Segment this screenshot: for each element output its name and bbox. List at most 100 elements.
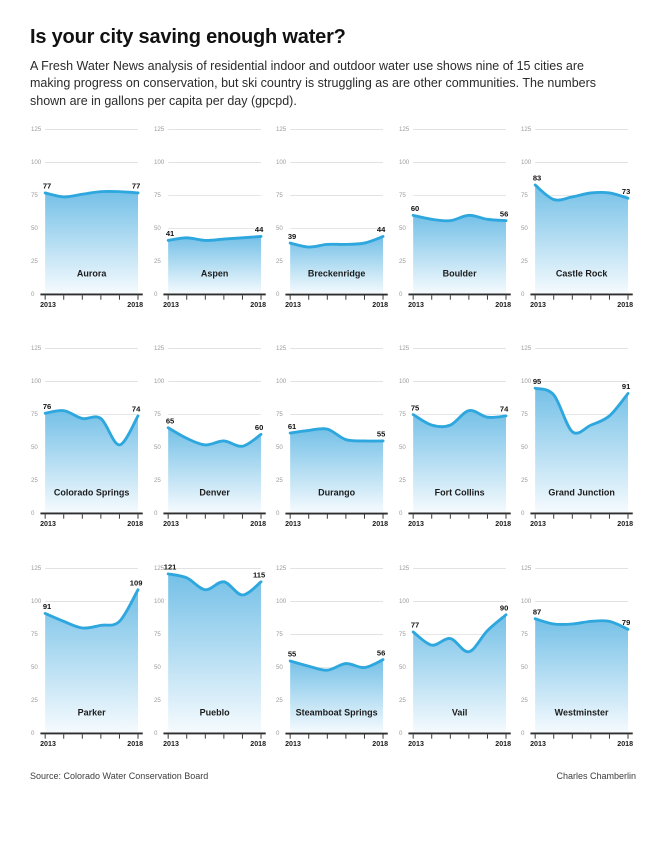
area-chart-durango: 0 25 50 75 100 125 Durango 2013 2018 61 55 xyxy=(276,345,388,528)
y-tick-label-25: 25 xyxy=(276,258,283,265)
y-tick-label-50: 50 xyxy=(399,664,406,671)
city-label: Parker xyxy=(78,707,107,717)
end-value-label: 55 xyxy=(377,430,385,439)
end-value-label: 44 xyxy=(377,225,386,234)
area-chart-aurora: 0 25 50 75 100 125 Aurora 2013 2018 77 77 xyxy=(31,126,143,309)
y-tick-label-25: 25 xyxy=(276,697,283,704)
page-title: Is your city saving enough water? xyxy=(30,26,346,48)
year-start-label: 2013 xyxy=(163,301,179,309)
y-tick-label-0: 0 xyxy=(31,730,35,737)
area-chart-colorado-springs: 0 25 50 75 100 125 Colorado Springs 2013 2018 76 7… xyxy=(31,345,143,528)
y-tick-label-50: 50 xyxy=(276,444,283,451)
trend-line xyxy=(411,213,508,222)
y-tick-label-50: 50 xyxy=(154,225,161,232)
city-label: Aurora xyxy=(77,268,107,278)
year-start-label: 2013 xyxy=(40,520,56,528)
y-tick-label-0: 0 xyxy=(276,510,280,517)
y-tick-label-125: 125 xyxy=(154,565,165,572)
area-chart-parker: 0 25 50 75 100 125 Parker 2013 2018 91 109 xyxy=(31,565,143,748)
y-tick-label-75: 75 xyxy=(31,192,38,199)
chart-cell-pueblo: 0 25 50 75 100 125 Pueblo 2013 2018 121 115 xyxy=(153,562,269,752)
y-tick-label-50: 50 xyxy=(276,664,283,671)
y-tick-label-25: 25 xyxy=(31,477,38,484)
year-start-label: 2013 xyxy=(40,301,56,309)
area-chart-denver: 0 25 50 75 100 125 Denver 2013 2018 65 60 xyxy=(154,345,266,528)
area-fill xyxy=(290,428,384,514)
y-tick-label-25: 25 xyxy=(399,258,406,265)
y-tick-label-100: 100 xyxy=(276,378,287,385)
area-chart-breckenridge: 0 25 50 75 100 125 Breckenridge 2013 2018 39 44 xyxy=(276,126,388,309)
y-tick-label-125: 125 xyxy=(276,126,287,133)
y-tick-label-75: 75 xyxy=(521,192,528,199)
y-tick-label-50: 50 xyxy=(521,664,528,671)
year-start-label: 2013 xyxy=(163,520,179,528)
area-chart-fort-collins: 0 25 50 75 100 125 Fort Collins 2013 2018 75 74 xyxy=(399,345,511,528)
y-tick-label-75: 75 xyxy=(154,631,161,638)
year-start-label: 2013 xyxy=(531,301,547,309)
trend-line xyxy=(166,426,263,449)
city-label: Pueblo xyxy=(199,707,230,717)
start-value-label: 41 xyxy=(165,229,173,238)
y-tick-label-100: 100 xyxy=(31,598,42,605)
start-value-label: 76 xyxy=(43,402,51,411)
year-end-label: 2018 xyxy=(618,301,634,309)
chart-cell-durango: 0 25 50 75 100 125 Durango 2013 2018 61 55 xyxy=(275,342,391,532)
city-label: Westminster xyxy=(555,707,609,717)
year-start-label: 2013 xyxy=(285,740,301,748)
year-start-label: 2013 xyxy=(408,301,424,309)
trend-line xyxy=(534,387,630,435)
chart-cell-westminster: 0 25 50 75 100 125 Westminster 2013 2018 87 79 xyxy=(520,562,636,752)
credit-byline: Charles Chamberlin xyxy=(556,771,636,782)
city-label: Aspen xyxy=(200,268,228,278)
area-fill xyxy=(290,659,384,734)
chart-cell-steamboat-springs: 0 25 50 75 100 125 Steamboat Springs 2013 2018 55… xyxy=(275,562,391,752)
area-fill xyxy=(167,573,261,734)
trend-line xyxy=(411,613,508,653)
y-tick-label-50: 50 xyxy=(31,444,38,451)
y-tick-label-50: 50 xyxy=(276,225,283,232)
y-tick-label-0: 0 xyxy=(154,510,158,517)
end-value-label: 91 xyxy=(622,382,630,391)
year-start-label: 2013 xyxy=(40,740,56,748)
area-fill xyxy=(45,191,139,295)
y-tick-label-125: 125 xyxy=(154,126,165,133)
trend-line xyxy=(166,572,263,597)
y-tick-label-50: 50 xyxy=(521,225,528,232)
year-end-label: 2018 xyxy=(127,301,143,309)
year-end-label: 2018 xyxy=(495,740,511,748)
y-tick-label-0: 0 xyxy=(276,730,280,737)
end-value-label: 77 xyxy=(132,181,140,190)
city-label: Colorado Springs xyxy=(54,488,130,498)
y-tick-label-75: 75 xyxy=(276,631,283,638)
footer: Source: Colorado Water Conservation Boar… xyxy=(30,771,636,781)
year-end-label: 2018 xyxy=(495,520,511,528)
y-tick-label-125: 125 xyxy=(521,126,532,133)
area-chart-westminster: 0 25 50 75 100 125 Westminster 2013 2018 87 79 xyxy=(521,565,633,748)
area-chart-vail: 0 25 50 75 100 125 Vail 2013 2018 77 90 xyxy=(399,565,511,748)
end-value-label: 73 xyxy=(622,187,630,196)
city-label: Denver xyxy=(199,488,230,498)
chart-cell-breckenridge: 0 25 50 75 100 125 Breckenridge 2013 2018 39 44 xyxy=(275,123,391,313)
start-value-label: 121 xyxy=(163,562,176,571)
y-tick-label-125: 125 xyxy=(154,345,165,352)
year-end-label: 2018 xyxy=(372,740,388,748)
y-tick-label-0: 0 xyxy=(154,291,158,298)
year-end-label: 2018 xyxy=(127,520,143,528)
start-value-label: 77 xyxy=(43,181,51,190)
trend-line xyxy=(288,427,385,443)
y-tick-label-25: 25 xyxy=(154,258,161,265)
y-tick-label-125: 125 xyxy=(276,565,287,572)
y-tick-label-125: 125 xyxy=(276,345,287,352)
y-tick-label-0: 0 xyxy=(31,291,35,298)
year-start-label: 2013 xyxy=(408,520,424,528)
y-tick-label-0: 0 xyxy=(399,730,403,737)
year-start-label: 2013 xyxy=(163,740,179,748)
chart-cell-colorado-springs: 0 25 50 75 100 125 Colorado Springs 2013 2018 76 7… xyxy=(30,342,146,532)
year-end-label: 2018 xyxy=(372,301,388,309)
y-tick-label-25: 25 xyxy=(521,697,528,704)
y-tick-label-100: 100 xyxy=(521,159,532,166)
area-fill xyxy=(167,428,261,514)
y-tick-label-125: 125 xyxy=(31,345,42,352)
end-value-label: 90 xyxy=(500,603,508,612)
y-tick-label-25: 25 xyxy=(31,258,38,265)
